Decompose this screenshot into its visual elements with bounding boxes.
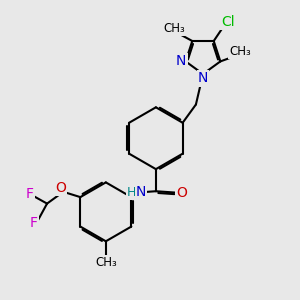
Text: H: H: [127, 186, 136, 199]
Text: N: N: [136, 185, 146, 199]
Text: O: O: [56, 181, 66, 195]
Text: F: F: [26, 187, 33, 201]
Text: O: O: [176, 186, 187, 200]
Text: Cl: Cl: [221, 15, 234, 29]
Text: CH₃: CH₃: [164, 22, 185, 35]
Text: N: N: [176, 54, 186, 68]
Text: CH₃: CH₃: [95, 256, 117, 269]
Text: CH₃: CH₃: [229, 46, 251, 59]
Text: F: F: [30, 216, 38, 230]
Text: N: N: [198, 71, 208, 85]
